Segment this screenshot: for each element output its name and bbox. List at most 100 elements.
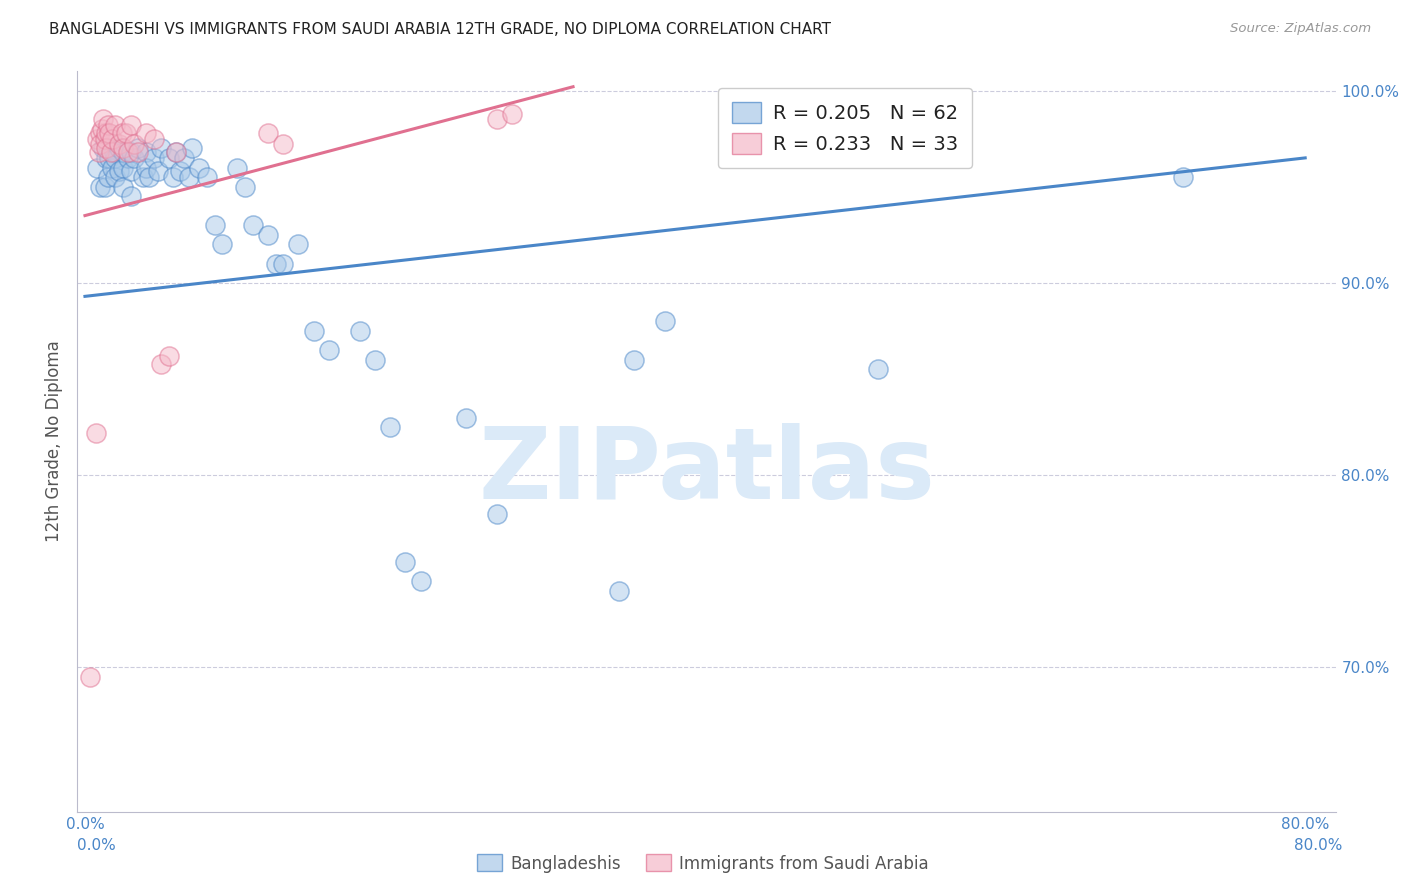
- Point: [89, 137, 111, 152]
- Point: [112, 145, 135, 160]
- Point: [100, 145, 122, 160]
- Point: [122, 137, 145, 152]
- Point: [91, 141, 114, 155]
- Point: [188, 161, 211, 175]
- Point: [868, 362, 890, 376]
- Point: [115, 126, 138, 140]
- Point: [623, 352, 645, 367]
- Point: [242, 218, 264, 232]
- Point: [135, 145, 157, 160]
- Legend: Bangladeshis, Immigrants from Saudi Arabia: Bangladeshis, Immigrants from Saudi Arab…: [471, 847, 935, 880]
- Point: [138, 170, 160, 185]
- Point: [364, 352, 387, 367]
- Point: [173, 151, 195, 165]
- Y-axis label: 12th Grade, No Diploma: 12th Grade, No Diploma: [45, 341, 63, 542]
- Point: [485, 112, 508, 127]
- Point: [271, 137, 294, 152]
- Point: [117, 151, 139, 165]
- Point: [135, 161, 157, 175]
- Text: Source: ZipAtlas.com: Source: ZipAtlas.com: [1230, 22, 1371, 36]
- Point: [122, 151, 145, 165]
- Text: 0.0%: 0.0%: [77, 838, 117, 853]
- Point: [195, 170, 218, 185]
- Point: [90, 122, 112, 136]
- Point: [94, 131, 117, 145]
- Point: [485, 507, 508, 521]
- Text: ZIPatlas: ZIPatlas: [478, 423, 935, 520]
- Point: [97, 118, 120, 132]
- Point: [349, 324, 371, 338]
- Point: [112, 141, 135, 155]
- Point: [112, 161, 135, 175]
- Point: [318, 343, 340, 358]
- Point: [89, 126, 111, 140]
- Point: [233, 179, 256, 194]
- Point: [104, 170, 127, 185]
- Point: [84, 425, 107, 440]
- Point: [107, 141, 129, 155]
- Point: [89, 179, 111, 194]
- Point: [112, 179, 135, 194]
- Point: [142, 131, 165, 145]
- Point: [135, 126, 157, 140]
- Point: [101, 131, 124, 145]
- Point: [456, 410, 478, 425]
- Point: [110, 126, 132, 140]
- Point: [86, 131, 108, 145]
- Point: [97, 141, 120, 155]
- Point: [654, 314, 676, 328]
- Point: [257, 227, 280, 242]
- Point: [177, 170, 200, 185]
- Point: [94, 179, 117, 194]
- Point: [117, 145, 139, 160]
- Point: [146, 164, 169, 178]
- Point: [96, 141, 118, 155]
- Point: [96, 151, 118, 165]
- Point: [264, 257, 287, 271]
- Point: [150, 357, 173, 371]
- Point: [132, 170, 155, 185]
- Point: [97, 170, 120, 185]
- Point: [287, 237, 309, 252]
- Point: [211, 237, 233, 252]
- Point: [166, 145, 188, 160]
- Point: [394, 555, 416, 569]
- Point: [180, 141, 202, 155]
- Point: [107, 137, 129, 152]
- Point: [120, 164, 142, 178]
- Point: [169, 164, 191, 178]
- Point: [79, 670, 101, 684]
- Point: [120, 145, 142, 160]
- Text: BANGLADESHI VS IMMIGRANTS FROM SAUDI ARABIA 12TH GRADE, NO DIPLOMA CORRELATION C: BANGLADESHI VS IMMIGRANTS FROM SAUDI ARA…: [49, 22, 831, 37]
- Legend: R = 0.205   N = 62, R = 0.233   N = 33: R = 0.205 N = 62, R = 0.233 N = 33: [718, 88, 972, 168]
- Point: [204, 218, 226, 232]
- Point: [98, 126, 121, 140]
- Point: [1173, 170, 1195, 185]
- Point: [127, 141, 149, 155]
- Point: [162, 170, 184, 185]
- Text: 80.0%: 80.0%: [1295, 838, 1343, 853]
- Point: [157, 349, 180, 363]
- Point: [271, 257, 294, 271]
- Point: [91, 112, 114, 127]
- Point: [101, 161, 124, 175]
- Point: [127, 145, 149, 160]
- Point: [120, 118, 142, 132]
- Point: [378, 420, 401, 434]
- Point: [96, 126, 118, 140]
- Point: [103, 145, 125, 160]
- Point: [120, 189, 142, 203]
- Point: [86, 161, 108, 175]
- Point: [409, 574, 432, 588]
- Point: [104, 118, 127, 132]
- Point: [104, 151, 127, 165]
- Point: [142, 151, 165, 165]
- Point: [166, 145, 188, 160]
- Point: [150, 141, 173, 155]
- Point: [607, 583, 630, 598]
- Point: [157, 151, 180, 165]
- Point: [302, 324, 325, 338]
- Point: [257, 126, 280, 140]
- Point: [87, 145, 110, 160]
- Point: [226, 161, 249, 175]
